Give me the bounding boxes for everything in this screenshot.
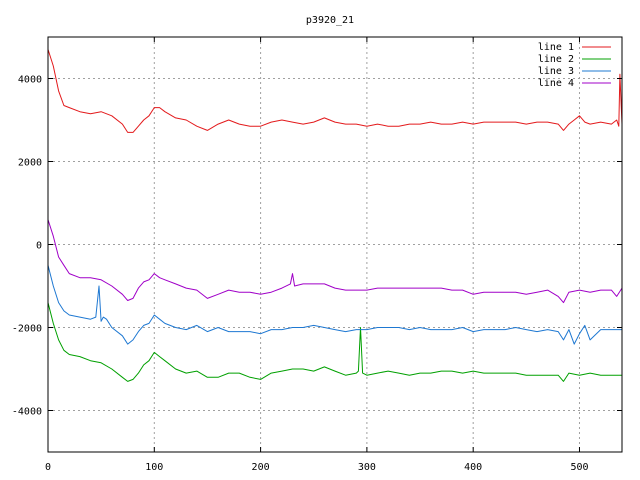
y-tick-label: 4000 (18, 75, 42, 86)
x-tick-label: 0 (45, 462, 51, 473)
legend-label: line 3 (538, 66, 574, 77)
series-line-4 (47, 219, 623, 304)
series-line-2 (47, 302, 622, 382)
y-tick-label: -2000 (12, 324, 42, 335)
chart-title: p3920_21 (306, 15, 354, 26)
legend-label: line 2 (538, 54, 574, 65)
series-group (47, 49, 623, 382)
y-tick-label: 0 (36, 241, 42, 252)
x-tick-label: 100 (145, 462, 163, 473)
legend-label: line 4 (538, 78, 574, 89)
x-tick-label: 200 (252, 462, 270, 473)
grid (48, 37, 622, 452)
x-tick-label: 300 (358, 462, 376, 473)
series-line-1 (47, 49, 623, 133)
y-tick-label: 2000 (18, 158, 42, 169)
legend-label: line 1 (538, 42, 574, 53)
axis-ticks: 0 100 200 300 400 500 -4000 -2000 0 2000 4000 (12, 37, 622, 473)
y-tick-label: -4000 (12, 407, 42, 418)
series-line-3 (47, 265, 622, 345)
x-tick-label: 500 (570, 462, 588, 473)
x-tick-label: 400 (464, 462, 482, 473)
